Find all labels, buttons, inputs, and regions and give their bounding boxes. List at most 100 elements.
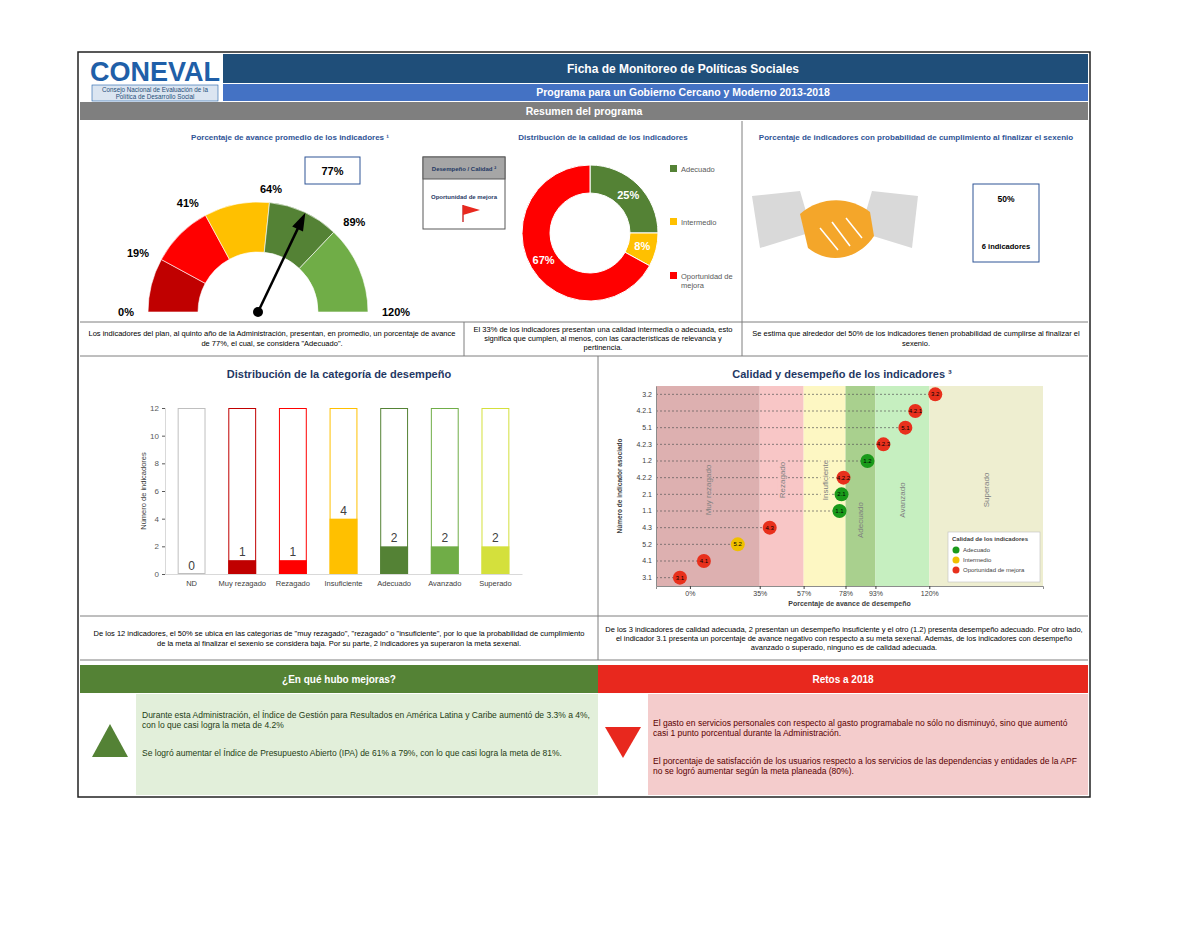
data-label: 25%: [617, 189, 639, 201]
axis-line: [166, 574, 523, 575]
divider: [598, 356, 599, 660]
tick-mark: [690, 586, 691, 589]
caption: Se estima que alrededor del 50% de los i…: [752, 329, 1080, 347]
bars: [178, 409, 509, 575]
gauge-tick-label: 41%: [177, 197, 199, 209]
tick-label: Avanzado: [428, 579, 461, 588]
band-label-patch: [704, 463, 713, 516]
band: [929, 386, 1043, 586]
needle-head: [292, 213, 305, 232]
chart-title: Porcentaje de indicadores con probabilid…: [759, 133, 1073, 142]
chart-title: Distribución de la calidad de los indica…: [518, 133, 688, 142]
bar: [228, 560, 256, 574]
tick-label: 1.2: [642, 457, 652, 464]
point: [673, 571, 687, 585]
tick: Insuficiente: [325, 574, 363, 588]
band-label-patch: [982, 471, 991, 508]
program-title: Programa para un Gobierno Cercano y Mode…: [536, 86, 830, 98]
point: [731, 537, 745, 551]
needle-shaft: [258, 227, 298, 312]
band-label: Muy rezagado: [704, 464, 713, 515]
point: [860, 454, 874, 468]
tick-label: 8: [155, 459, 160, 468]
legend: Calidad de los indicadoresAdecuadoInterm…: [948, 532, 1040, 582]
gauge-segment: [206, 202, 270, 259]
gauge-tick-label: 64%: [260, 183, 282, 195]
bar: [178, 574, 206, 575]
bar: [481, 546, 509, 574]
bar: [380, 546, 408, 574]
point: [908, 404, 922, 418]
bar-frame: [279, 409, 306, 574]
data-label: 5.1: [901, 425, 910, 431]
tick-label: 4.2.3: [636, 441, 652, 448]
hands: [800, 200, 874, 258]
axis-title: Número de indicadores: [139, 452, 148, 530]
gauge-segment: [299, 232, 368, 312]
tick-label: 4.2.1: [636, 407, 652, 414]
gauge: 0%19%41%64%89%120%: [118, 183, 410, 318]
band-label: Superado: [982, 472, 991, 507]
leader-line: [656, 411, 915, 412]
caption: Los indicadores del plan, al quinto año …: [89, 329, 456, 347]
point: [697, 554, 711, 568]
section-bar: [80, 102, 1088, 120]
axis-line: [656, 387, 657, 587]
tick-label: 57%: [797, 590, 811, 597]
tick-label: ND: [186, 579, 197, 588]
gauge-value: 77%: [321, 165, 343, 177]
band: [804, 386, 846, 586]
tick: 4.3: [642, 524, 656, 531]
tick: 78%: [839, 586, 853, 597]
bar: [431, 546, 459, 574]
bar: [279, 560, 307, 574]
tick-mark: [162, 463, 165, 464]
tick-label: 4: [155, 515, 160, 524]
title-bar: [223, 54, 1088, 83]
legend-label: Oportunidad demejora: [681, 272, 733, 290]
tick: 3.1: [642, 574, 656, 581]
band-label-group: Adecuado: [856, 500, 865, 539]
data-label: 0: [188, 559, 195, 573]
up-triangle: [92, 724, 128, 757]
page-frame: [78, 52, 1090, 797]
leader-line: [656, 394, 935, 395]
tick-label: 12: [150, 404, 159, 413]
tick: 0%: [685, 586, 695, 597]
challenge-item: El gasto en servicios personales con res…: [653, 718, 1068, 738]
bar-frame: [431, 409, 458, 574]
legend-title: Calidad de los indicadores: [952, 536, 1029, 542]
leader-line: [656, 561, 704, 562]
data-label: 1: [239, 545, 246, 559]
tick-label: 78%: [839, 590, 853, 597]
y-axis: 024681012: [150, 404, 165, 579]
x-axis: NDMuy rezagadoRezagadoInsuficienteAdecua…: [166, 574, 523, 588]
legend-swatch: [670, 218, 677, 225]
tick-label: 35%: [753, 590, 767, 597]
finger: [846, 218, 862, 238]
band-label-group: Muy rezagado: [704, 463, 713, 516]
chart-title: Porcentaje de avance promedio de los ind…: [191, 133, 389, 142]
points: [673, 387, 942, 584]
handshake-icon: [752, 191, 918, 258]
point: [928, 387, 942, 401]
tick: 1.2: [642, 457, 656, 464]
point: [833, 504, 847, 518]
gauge-tick-label: 120%: [382, 306, 410, 318]
leader-line: [656, 544, 738, 545]
tick-mark: [846, 586, 847, 589]
x-axis: 0%35%57%78%93%120%: [657, 586, 1044, 597]
plot-area: [656, 386, 1043, 586]
band: [875, 386, 929, 586]
tick-label: Muy rezagado: [218, 579, 266, 588]
data-label: 2: [391, 531, 398, 545]
divider: [80, 322, 1088, 323]
tick: 8: [155, 459, 165, 468]
logo-strip: [92, 85, 218, 101]
axis-title: Número de indicador asociado: [616, 438, 623, 533]
axis-line: [162, 409, 166, 575]
needle-hub: [253, 307, 263, 317]
improvements-body: [136, 694, 598, 795]
divider: [742, 121, 743, 356]
divider: [80, 356, 1088, 357]
